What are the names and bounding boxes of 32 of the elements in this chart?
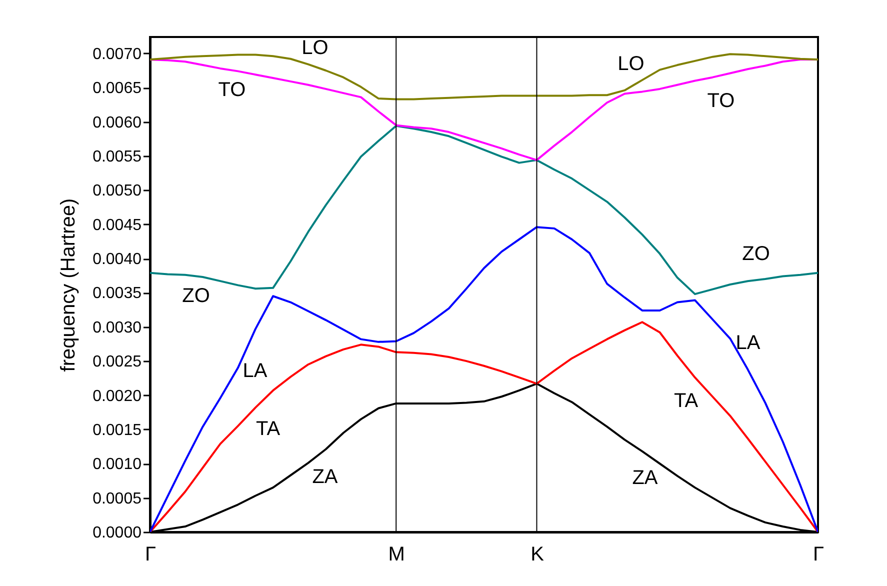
annotation: ZA bbox=[312, 466, 338, 488]
y-tick-label: 0.0045 bbox=[92, 216, 142, 234]
y-tick-label: 0.0050 bbox=[92, 182, 142, 200]
annotation: TA bbox=[256, 418, 281, 440]
y-tick-label: 0.0000 bbox=[92, 524, 142, 542]
y-tick-label: 0.0005 bbox=[92, 490, 142, 508]
y-tick-label: 0.0025 bbox=[92, 354, 142, 371]
x-tick-label: Γ bbox=[812, 544, 824, 566]
annotation: ZA bbox=[632, 467, 658, 489]
y-tick-label: 0.0065 bbox=[92, 80, 142, 98]
y-tick-label: 0.0030 bbox=[92, 319, 142, 336]
annotation: TO bbox=[707, 90, 735, 112]
annotation: LO bbox=[618, 53, 644, 75]
y-tick-label: 0.0020 bbox=[92, 388, 142, 405]
y-tick-label: 0.0070 bbox=[92, 46, 142, 63]
y-tick-label: 0.0055 bbox=[92, 148, 142, 166]
y-tick-label: 0.0035 bbox=[92, 285, 142, 302]
x-tick-label: M bbox=[388, 544, 405, 566]
y-axis-title: frequency (Hartree) bbox=[58, 198, 80, 372]
y-tick-label: 0.0040 bbox=[92, 251, 142, 268]
annotation: LA bbox=[736, 332, 761, 354]
y-tick-label: 0.0010 bbox=[92, 456, 142, 474]
annotation: TO bbox=[218, 79, 246, 101]
annotation: ZO bbox=[742, 243, 770, 265]
y-tick-label: 0.0015 bbox=[92, 422, 142, 439]
annotation: TA bbox=[674, 390, 699, 412]
x-tick-label: K bbox=[530, 544, 545, 566]
y-tick-label: 0.0060 bbox=[92, 114, 142, 132]
annotation: LA bbox=[242, 360, 268, 382]
annotation: LO bbox=[302, 37, 328, 59]
x-tick-label: Γ bbox=[144, 544, 156, 566]
annotation: ZO bbox=[182, 285, 210, 307]
